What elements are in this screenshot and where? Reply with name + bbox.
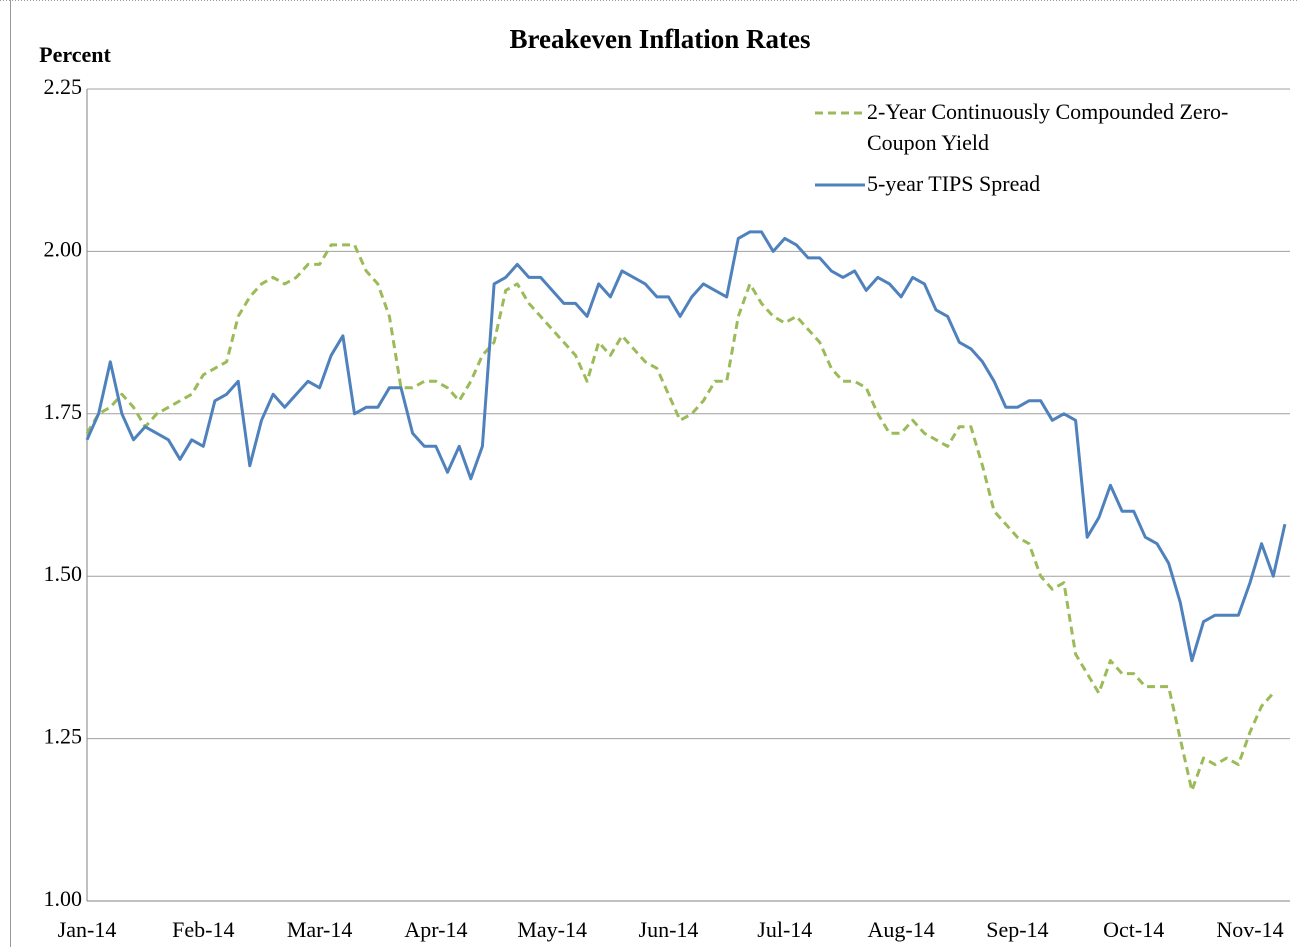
x-tick-label: Oct-14 [1103, 917, 1164, 942]
series-line [85, 243, 1275, 793]
chart-title: Breakeven Inflation Rates [510, 24, 811, 54]
x-tick-label: Feb-14 [172, 917, 234, 942]
legend-key [815, 111, 865, 115]
y-tick-label: 1.50 [44, 561, 83, 586]
legend-key [815, 183, 865, 187]
y-tick-label: 1.25 [44, 724, 83, 749]
x-tick-label: Nov-14 [1216, 917, 1283, 942]
y-tick-label: 1.75 [44, 399, 83, 424]
legend-item: 5-year TIPS Spread [815, 168, 1265, 199]
legend-item: 2-Year Continuously Compounded Zero-Coup… [815, 96, 1265, 158]
x-tick-label: Aug-14 [867, 917, 934, 942]
x-tick-label: Jan-14 [58, 917, 117, 942]
y-tick-label: 2.00 [44, 236, 83, 261]
x-tick-label: Jul-14 [757, 917, 812, 942]
x-tick-label: Sep-14 [986, 917, 1048, 942]
legend-label: 5-year TIPS Spread [867, 171, 1041, 196]
y-tick-label: 1.00 [44, 886, 83, 911]
x-tick-label: May-14 [517, 917, 587, 942]
x-tick-label: Jun-14 [639, 917, 699, 942]
y-axis-label: Percent [39, 42, 111, 67]
series-line [85, 230, 1287, 663]
y-tick-label: 2.25 [44, 74, 83, 99]
legend: 2-Year Continuously Compounded Zero-Coup… [815, 96, 1265, 209]
x-tick-label: Mar-14 [287, 917, 353, 942]
x-tick-label: Apr-14 [404, 917, 467, 942]
legend-label: 2-Year Continuously Compounded Zero-Coup… [867, 99, 1229, 155]
